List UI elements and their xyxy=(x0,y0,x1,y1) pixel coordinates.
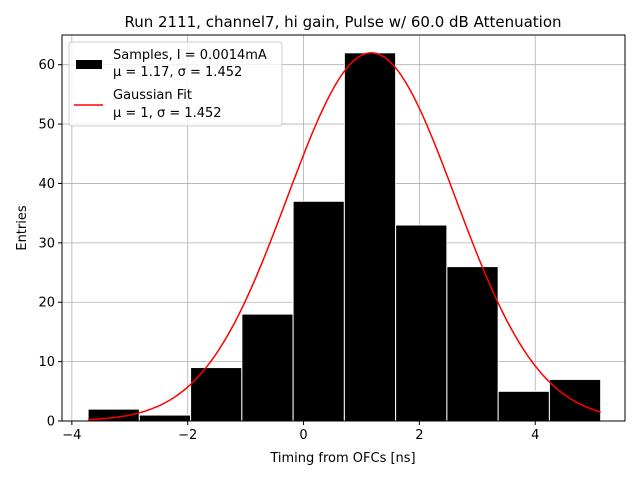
y-tick-label: 20 xyxy=(38,296,55,311)
y-tick-label: 30 xyxy=(38,236,55,251)
histogram-bar xyxy=(241,313,294,422)
plot-frame xyxy=(61,34,626,422)
x-tick-label: −4 xyxy=(62,428,81,443)
histogram-bar xyxy=(138,414,192,422)
y-tick-label: 50 xyxy=(38,118,55,133)
y-tick-label: 10 xyxy=(38,355,55,370)
y-tick-label: 40 xyxy=(38,177,55,192)
histogram-bar xyxy=(343,52,397,422)
legend-swatch-samples xyxy=(76,60,102,69)
bars xyxy=(87,52,602,422)
x-axis-label: Timing from OFCs [ns] xyxy=(269,451,415,466)
gaussian-fit xyxy=(88,52,601,421)
gaussian-fit-line xyxy=(88,52,601,421)
y-tick-label: 0 xyxy=(47,415,55,430)
histogram-bar xyxy=(548,378,602,422)
x-tick-label: 0 xyxy=(299,428,307,443)
histogram-bar xyxy=(446,266,499,422)
y-axis-label: Entries xyxy=(15,205,30,251)
legend-fit-line2: μ = 1, σ = 1.452 xyxy=(113,106,222,121)
legend-samples-line2: μ = 1.17, σ = 1.452 xyxy=(113,65,242,80)
y-tick-label: 60 xyxy=(38,58,55,73)
histogram-bar xyxy=(395,224,448,422)
legend-samples-line1: Samples, I = 0.0014mA xyxy=(113,48,267,63)
x-tick-label: 4 xyxy=(531,428,539,443)
histogram-bar xyxy=(497,390,550,422)
histogram-bar xyxy=(292,200,345,422)
legend: Samples, I = 0.0014mA μ = 1.17, σ = 1.45… xyxy=(68,41,283,127)
legend-box xyxy=(68,41,283,127)
x-tick-label: 2 xyxy=(415,428,423,443)
x-tick-label: −2 xyxy=(178,428,197,443)
legend-fit-line1: Gaussian Fit xyxy=(113,88,192,103)
chart-title: Run 2111, channel7, hi gain, Pulse w/ 60… xyxy=(124,13,561,31)
